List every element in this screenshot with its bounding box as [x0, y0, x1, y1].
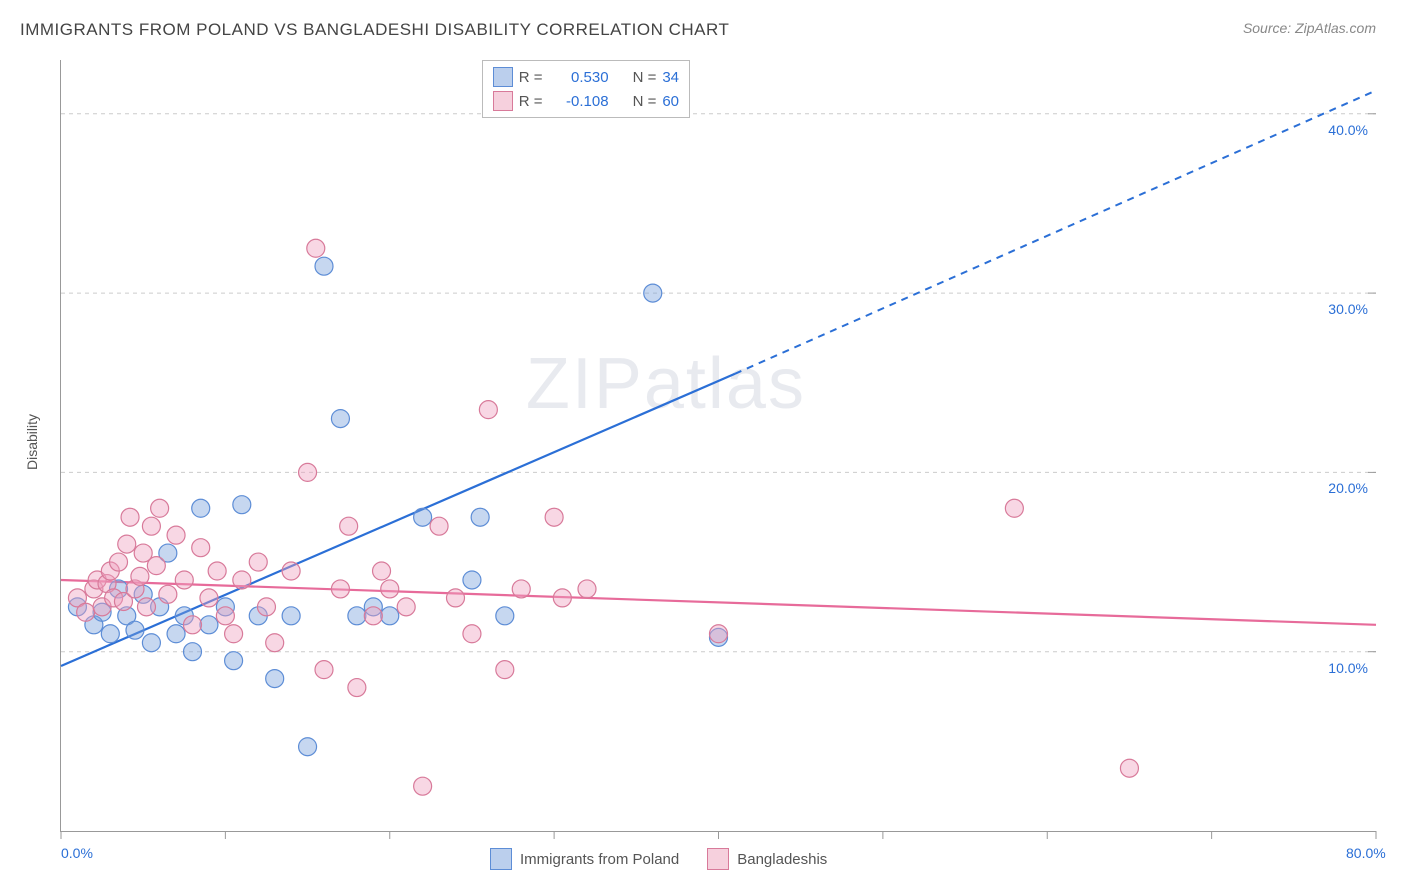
- n-value-bangladeshi: 60: [662, 93, 679, 110]
- x-tick-label: 80.0%: [1346, 845, 1386, 861]
- legend-swatch-bangladeshi: [707, 848, 729, 870]
- legend-swatch-poland: [490, 848, 512, 870]
- y-axis-title: Disability: [24, 414, 40, 470]
- legend-label-bangladeshi: Bangladeshis: [737, 851, 827, 868]
- chart-title: IMMIGRANTS FROM POLAND VS BANGLADESHI DI…: [20, 20, 729, 40]
- y-tick-label: 30.0%: [1328, 301, 1368, 317]
- r-label: R =: [519, 69, 543, 86]
- source-attribution: Source: ZipAtlas.com: [1243, 20, 1376, 36]
- r-label-2: R =: [519, 93, 543, 110]
- r-value-poland: 0.530: [549, 69, 609, 86]
- y-tick-label: 40.0%: [1328, 122, 1368, 138]
- n-label: N =: [633, 69, 657, 86]
- n-value-poland: 34: [662, 69, 679, 86]
- stats-legend-box: R = 0.530 N = 34 R = -0.108 N = 60: [482, 60, 690, 118]
- bottom-legend: Immigrants from Poland Bangladeshis: [490, 848, 827, 870]
- legend-label-poland: Immigrants from Poland: [520, 851, 679, 868]
- swatch-blue: [493, 67, 513, 87]
- chart-plot-area: ZIPatlas R = 0.530 N = 34 R = -0.108 N =…: [60, 60, 1376, 832]
- swatch-pink: [493, 91, 513, 111]
- stats-row-poland: R = 0.530 N = 34: [493, 65, 679, 89]
- chart-svg: [61, 60, 1376, 831]
- y-tick-label: 10.0%: [1328, 660, 1368, 676]
- stats-row-bangladeshi: R = -0.108 N = 60: [493, 89, 679, 113]
- n-label-2: N =: [633, 93, 657, 110]
- x-tick-label: 0.0%: [61, 845, 93, 861]
- y-tick-label: 20.0%: [1328, 480, 1368, 496]
- r-value-bangladeshi: -0.108: [549, 93, 609, 110]
